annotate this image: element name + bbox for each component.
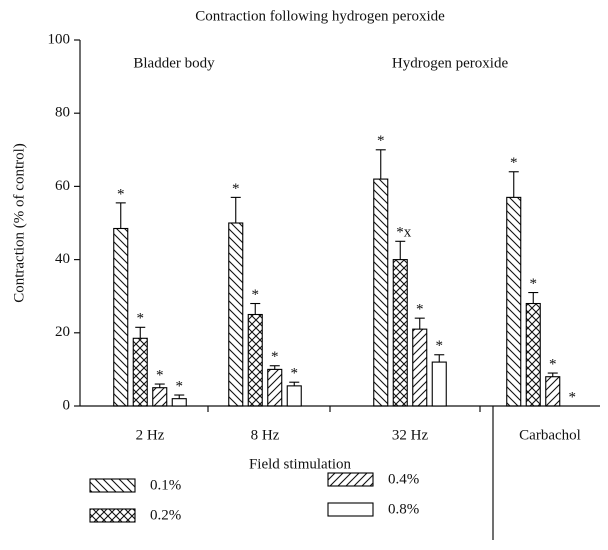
significance-marker: *x (396, 225, 412, 241)
bar (373, 178, 389, 407)
significance-marker: * (137, 311, 145, 327)
significance-marker: * (232, 181, 240, 197)
significance-marker: * (156, 367, 164, 383)
y-axis-label: Contraction (% of control) (11, 143, 27, 303)
significance-marker: * (117, 186, 125, 202)
bar (247, 313, 263, 407)
y-tick-label: 40 (55, 251, 70, 267)
y-tick-label: 80 (55, 105, 70, 121)
legend-swatch (89, 508, 136, 523)
bar (506, 196, 522, 407)
legend-swatch (327, 472, 374, 487)
legend-label: 0.8% (388, 501, 419, 517)
legend-label: 0.4% (388, 471, 419, 487)
x-tick-label: 32 Hz (392, 427, 429, 443)
y-tick-label: 0 (63, 397, 71, 413)
bar (152, 387, 168, 407)
bar (113, 227, 129, 407)
legend-label: 0.1% (150, 477, 181, 493)
bar (525, 302, 541, 407)
significance-marker: * (549, 356, 557, 372)
bar (412, 328, 428, 407)
chart-title: Contraction following hydrogen peroxide (195, 8, 445, 24)
legend-swatch (89, 478, 136, 493)
bar (171, 398, 187, 407)
bar (286, 385, 302, 407)
significance-marker: * (271, 349, 279, 365)
bar (392, 259, 408, 407)
legend-swatch (327, 502, 374, 517)
significance-marker: * (291, 366, 299, 382)
x-tick-label: 2 Hz (136, 427, 165, 443)
annotation: Bladder body (133, 55, 215, 71)
x-axis-label: Field stimulation (249, 456, 352, 472)
x-tick-label: Carbachol (519, 427, 581, 443)
bar (228, 222, 244, 407)
significance-marker: * (377, 133, 385, 149)
bar (545, 376, 561, 407)
significance-marker: * (569, 389, 577, 405)
significance-marker: * (510, 155, 518, 171)
significance-marker: * (530, 276, 538, 292)
legend-label: 0.2% (150, 507, 181, 523)
annotation: Hydrogen peroxide (392, 55, 509, 71)
bar (132, 337, 148, 407)
y-tick-label: 100 (48, 31, 71, 47)
significance-marker: * (436, 338, 444, 354)
significance-marker: * (252, 287, 260, 303)
bar (431, 361, 447, 407)
y-tick-label: 60 (55, 178, 70, 194)
significance-marker: * (176, 378, 184, 394)
x-tick-label: 8 Hz (251, 427, 280, 443)
y-tick-label: 20 (55, 324, 70, 340)
bar (267, 368, 283, 407)
significance-marker: * (416, 302, 424, 318)
